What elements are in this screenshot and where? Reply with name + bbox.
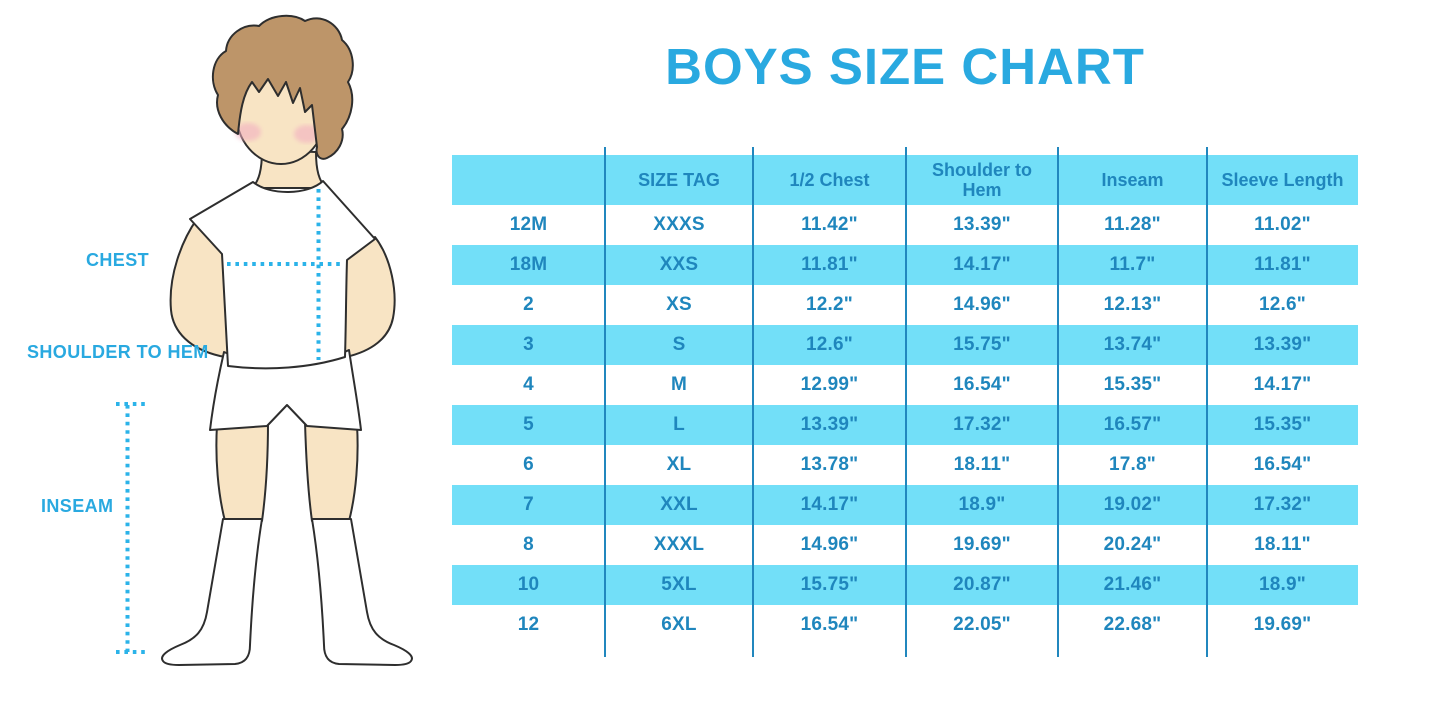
value-cell: 13.39" xyxy=(1207,325,1358,365)
value-cell: 13.78" xyxy=(800,454,859,475)
header-cell: Shoulder to Hem xyxy=(906,155,1058,205)
value-cell: 12.13" xyxy=(1103,294,1162,315)
header-cell: Inseam xyxy=(1058,155,1207,205)
value-cell: 14.17" xyxy=(1253,374,1312,395)
value-cell: 16.54" xyxy=(800,614,859,635)
value-cell: 11.02" xyxy=(1254,214,1311,235)
right-cheek-blush xyxy=(294,125,320,143)
shoulder-to-hem-label: SHOULDER TO HEM xyxy=(27,342,209,362)
row-label-cell: 18M xyxy=(452,245,605,285)
value-cell: 14.96" xyxy=(800,534,859,555)
value-cell: 22.05" xyxy=(953,614,1011,635)
value-cell: 16.54" xyxy=(1253,454,1312,475)
value-cell: S xyxy=(605,325,753,365)
value-cell: XXXL xyxy=(653,534,705,555)
value-cell: 22.68" xyxy=(1103,614,1162,635)
value-cell: 12.2" xyxy=(806,294,853,315)
column-divider xyxy=(905,147,907,657)
value-cell: 15.35" xyxy=(1207,405,1358,445)
value-cell: 12.99" xyxy=(800,374,859,395)
right-thigh xyxy=(304,421,359,522)
row-label-cell: 3 xyxy=(452,325,605,365)
column-divider xyxy=(1206,147,1208,657)
value-cell: 19.02" xyxy=(1058,485,1207,525)
value-cell: XL xyxy=(666,454,692,475)
value-cell: 11.81" xyxy=(753,245,906,285)
left-sock xyxy=(161,518,263,666)
value-cell: 12.6" xyxy=(1259,294,1306,315)
row-label-cell: 5 xyxy=(452,405,605,445)
value-cell: 17.32" xyxy=(1207,485,1358,525)
value-cell: 16.54" xyxy=(953,374,1011,395)
value-cell: 6XL xyxy=(661,614,697,635)
row-label-cell: 4 xyxy=(523,374,534,395)
value-cell: 11.28" xyxy=(1104,214,1161,235)
page-title: BOYS SIZE CHART xyxy=(665,38,1145,95)
value-cell: 11.42" xyxy=(801,214,858,235)
value-cell: M xyxy=(670,374,688,395)
value-cell: 19.69" xyxy=(1253,614,1312,635)
row-label-cell: 10 xyxy=(452,565,605,605)
value-cell: 16.57" xyxy=(1058,405,1207,445)
value-cell: 18.11" xyxy=(953,454,1011,475)
row-label-cell: 6 xyxy=(523,454,534,475)
value-cell: XS xyxy=(666,294,692,315)
size-table: SIZE TAG 1/2 Chest Shoulder to Hem Inseam Sl… xyxy=(452,147,1358,657)
header-cell xyxy=(452,155,605,205)
boy-illustration xyxy=(116,14,413,666)
value-cell: XXL xyxy=(605,485,753,525)
value-cell: 17.32" xyxy=(906,405,1058,445)
left-cheek-blush xyxy=(235,123,261,141)
left-thigh xyxy=(215,421,269,522)
value-cell: XXS xyxy=(605,245,753,285)
t-shirt xyxy=(189,180,376,370)
value-cell: 11.81" xyxy=(1207,245,1358,285)
row-label-cell: 12M xyxy=(509,214,548,235)
header-cell: SIZE TAG xyxy=(605,155,753,205)
value-cell: 18.9" xyxy=(906,485,1058,525)
value-cell: 19.69" xyxy=(953,534,1011,555)
value-cell: 13.39" xyxy=(953,214,1011,235)
value-cell: 17.8" xyxy=(1109,454,1156,475)
row-label-cell: 8 xyxy=(523,534,534,555)
chest-label: CHEST xyxy=(86,250,150,270)
value-cell: 15.75" xyxy=(753,565,906,605)
value-cell: 14.96" xyxy=(953,294,1011,315)
column-divider xyxy=(1057,147,1059,657)
value-cell: 15.35" xyxy=(1103,374,1162,395)
hair xyxy=(211,14,354,160)
row-label-cell: 7 xyxy=(452,485,605,525)
value-cell: 12.6" xyxy=(753,325,906,365)
row-label-cell: 2 xyxy=(523,294,534,315)
header-cell: 1/2 Chest xyxy=(753,155,906,205)
value-cell: 13.39" xyxy=(753,405,906,445)
size-table-grid: SIZE TAG 1/2 Chest Shoulder to Hem Inseam Sl… xyxy=(452,155,1358,645)
value-cell: 15.75" xyxy=(906,325,1058,365)
value-cell: 11.7" xyxy=(1058,245,1207,285)
column-divider xyxy=(752,147,754,657)
value-cell: 20.24" xyxy=(1103,534,1162,555)
value-cell: XXXS xyxy=(653,214,705,235)
column-divider xyxy=(604,147,606,657)
right-sock xyxy=(311,518,413,666)
value-cell: 20.87" xyxy=(906,565,1058,605)
value-cell: 14.17" xyxy=(753,485,906,525)
value-cell: 13.74" xyxy=(1058,325,1207,365)
value-cell: 18.9" xyxy=(1207,565,1358,605)
value-cell: 21.46" xyxy=(1058,565,1207,605)
value-cell: 18.11" xyxy=(1254,534,1311,555)
value-cell: 14.17" xyxy=(906,245,1058,285)
inseam-label: INSEAM xyxy=(41,496,114,516)
row-label-cell: 12 xyxy=(517,614,540,635)
value-cell: 5XL xyxy=(605,565,753,605)
header-cell: Sleeve Length xyxy=(1207,155,1358,205)
value-cell: L xyxy=(605,405,753,445)
